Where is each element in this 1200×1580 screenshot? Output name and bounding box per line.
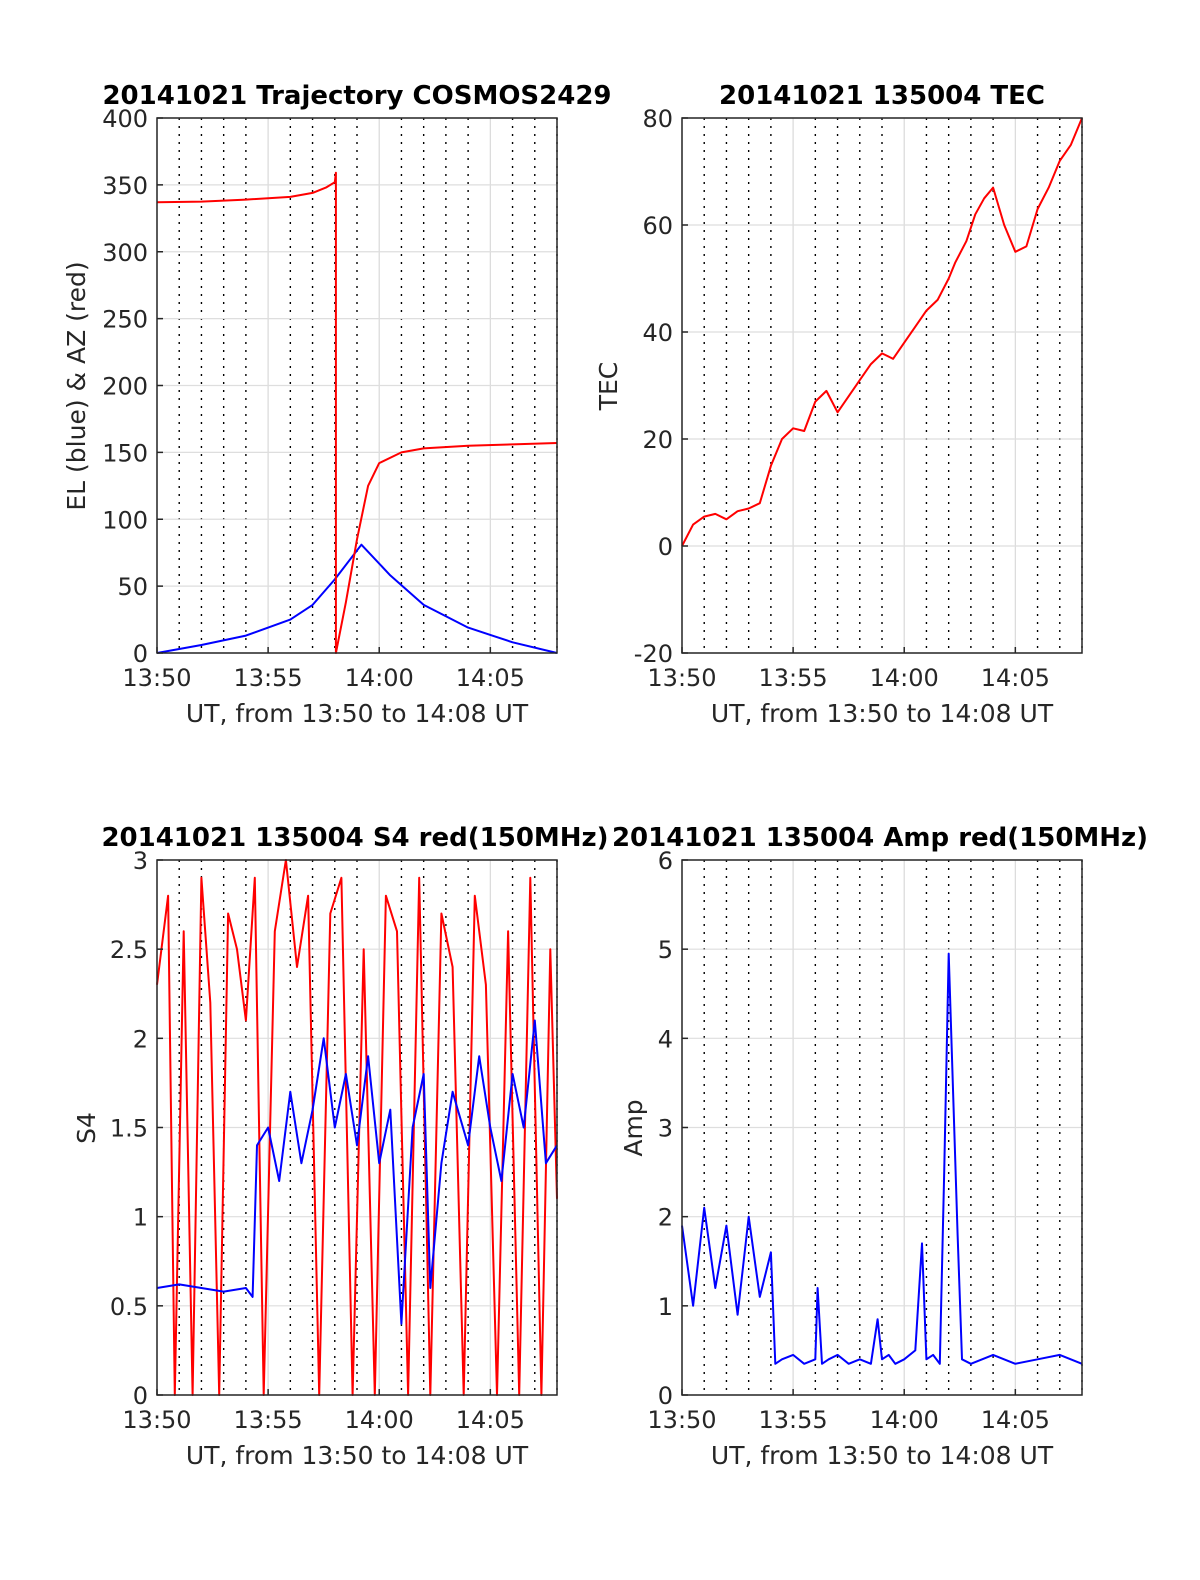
x-tick-label: 14:05 <box>456 664 525 692</box>
y-tick-label: 150 <box>102 439 148 467</box>
s4-y-ticks: 0 0.5 1 1.5 2 2.5 3 <box>110 847 163 1410</box>
trajectory-series-1-line <box>156 543 558 654</box>
x-tick-label: 13:55 <box>759 664 828 692</box>
y-tick-label: 400 <box>102 105 148 133</box>
amp-gridlines <box>681 859 1083 1396</box>
y-tick-label: 0 <box>658 533 673 561</box>
x-tick-label: 14:00 <box>870 1406 939 1434</box>
x-tick-label: 14:05 <box>981 664 1050 692</box>
y-tick-label: 300 <box>102 239 148 267</box>
trajectory-y-label: EL (blue) & AZ (red) <box>62 261 91 510</box>
x-tick-label: 14:00 <box>870 664 939 692</box>
y-tick-label: 4 <box>658 1025 673 1053</box>
amp-series <box>681 952 1083 1365</box>
amp-panel: 13:50 13:55 14:00 14:05 0 1 2 3 4 5 6 20141021 13… <box>612 823 1148 1470</box>
s4-y-label: S4 <box>72 1112 101 1144</box>
y-tick-label: 60 <box>642 212 673 240</box>
x-tick-label: 14:05 <box>456 1406 525 1434</box>
x-tick-label: 13:50 <box>122 664 191 692</box>
trajectory-y-ticks: 0 50 100 150 200 250 300 350 400 <box>102 105 163 668</box>
y-tick-label: 350 <box>102 172 148 200</box>
x-tick-label: 13:50 <box>122 1406 191 1434</box>
amp-x-label: UT, from 13:50 to 14:08 UT <box>711 1441 1054 1470</box>
x-tick-label: 14:00 <box>345 664 414 692</box>
y-tick-label: 1.5 <box>110 1115 148 1143</box>
trajectory-gridlines <box>156 117 558 654</box>
y-tick-label: 2 <box>133 1025 148 1053</box>
amp-y-label: Amp <box>619 1099 648 1156</box>
tec-title: 20141021 135004 TEC <box>719 81 1045 111</box>
tec-x-label: UT, from 13:50 to 14:08 UT <box>711 699 1054 728</box>
y-tick-label: 50 <box>117 573 148 601</box>
trajectory-x-ticks: 13:50 13:55 14:00 14:05 <box>122 647 525 692</box>
y-tick-label: 0 <box>658 1382 673 1410</box>
y-tick-label: 5 <box>658 936 673 964</box>
amp-x-ticks: 13:50 13:55 14:00 14:05 <box>647 1389 1050 1434</box>
y-tick-label: -20 <box>634 640 673 668</box>
tec-x-ticks: 13:50 13:55 14:00 14:05 <box>647 647 1050 692</box>
tec-series <box>681 117 1083 547</box>
trajectory-x-label: UT, from 13:50 to 14:08 UT <box>186 699 529 728</box>
trajectory-title: 20141021 Trajectory COSMOS2429 <box>102 81 611 111</box>
y-tick-label: 2 <box>658 1204 673 1232</box>
trajectory-series <box>156 171 558 654</box>
s4-series-2-line <box>156 1019 558 1325</box>
x-tick-label: 13:50 <box>647 1406 716 1434</box>
s4-series-1-line <box>156 859 558 1396</box>
tec-axes-frame <box>681 117 1083 654</box>
tec-series-1-line <box>681 117 1083 547</box>
s4-panel: 13:50 13:55 14:00 14:05 0 0.5 1 1.5 2 2.5 3 20141… <box>72 823 609 1470</box>
y-tick-label: 200 <box>102 373 148 401</box>
y-tick-label: 80 <box>642 105 673 133</box>
x-tick-label: 13:55 <box>234 664 303 692</box>
amp-title: 20141021 135004 Amp red(150MHz) <box>612 823 1148 853</box>
tec-gridlines <box>681 117 1083 654</box>
tec-y-label: TEC <box>594 362 623 412</box>
trajectory-panel: 13:50 13:55 14:00 14:05 0 50 100 150 200 250 300 3… <box>62 81 612 728</box>
tec-panel: 13:50 13:55 14:00 14:05 -20 0 20 40 60 80 201410… <box>594 81 1083 728</box>
x-tick-label: 13:55 <box>234 1406 303 1434</box>
y-tick-label: 1 <box>658 1293 673 1321</box>
y-tick-label: 3 <box>658 1115 673 1143</box>
s4-series <box>156 859 558 1396</box>
x-tick-label: 14:05 <box>981 1406 1050 1434</box>
amp-series-1-line <box>681 952 1083 1365</box>
y-tick-label: 1 <box>133 1204 148 1232</box>
y-tick-label: 100 <box>102 506 148 534</box>
tec-y-ticks: -20 0 20 40 60 80 <box>634 105 688 668</box>
y-tick-label: 0.5 <box>110 1293 148 1321</box>
y-tick-label: 40 <box>642 319 673 347</box>
s4-x-label: UT, from 13:50 to 14:08 UT <box>186 1441 529 1470</box>
s4-x-ticks: 13:50 13:55 14:00 14:05 <box>122 1389 525 1434</box>
amp-y-ticks: 0 1 2 3 4 5 6 <box>658 847 688 1410</box>
y-tick-label: 0 <box>133 1382 148 1410</box>
x-tick-label: 13:50 <box>647 664 716 692</box>
s4-title: 20141021 135004 S4 red(150MHz) <box>101 823 608 853</box>
x-tick-label: 13:55 <box>759 1406 828 1434</box>
y-tick-label: 2.5 <box>110 936 148 964</box>
y-tick-label: 6 <box>658 847 673 875</box>
y-tick-label: 0 <box>133 640 148 668</box>
x-tick-label: 14:00 <box>345 1406 414 1434</box>
y-tick-label: 250 <box>102 306 148 334</box>
y-tick-label: 3 <box>133 847 148 875</box>
y-tick-label: 20 <box>642 426 673 454</box>
trajectory-series-2-line <box>156 171 558 654</box>
